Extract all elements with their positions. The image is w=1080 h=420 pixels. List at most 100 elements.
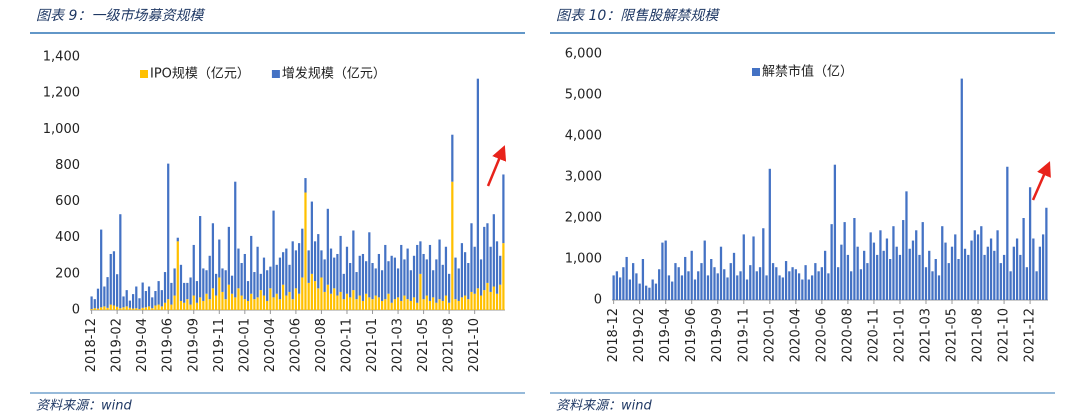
bar	[999, 263, 1002, 300]
bar	[797, 273, 801, 300]
bar	[889, 259, 892, 300]
bar	[403, 295, 406, 310]
bar	[214, 295, 218, 310]
y-tick-label: 4,000	[565, 129, 602, 144]
bar	[827, 273, 830, 300]
bar	[230, 293, 234, 310]
bar	[804, 265, 807, 300]
bar	[416, 244, 419, 303]
bar	[986, 246, 989, 300]
bar	[189, 304, 192, 310]
bar	[170, 282, 173, 305]
bar	[227, 226, 230, 285]
bar	[739, 271, 742, 300]
bar	[476, 78, 479, 289]
bar	[272, 297, 275, 310]
bar	[460, 243, 464, 298]
x-tick-label: 2019-09	[710, 308, 725, 362]
bar	[275, 293, 278, 310]
bar	[622, 267, 625, 300]
bar	[205, 293, 208, 310]
legend-label: 解禁市值（亿）	[762, 64, 853, 80]
bar	[412, 297, 416, 310]
bar	[775, 267, 778, 300]
bar	[963, 248, 967, 300]
bar	[211, 223, 215, 289]
bar	[967, 254, 970, 300]
bar	[983, 254, 986, 300]
bar	[93, 308, 96, 310]
bar	[285, 248, 288, 296]
bar	[690, 250, 693, 300]
bar	[866, 263, 869, 300]
bar	[476, 288, 479, 310]
bar	[355, 272, 358, 300]
bar	[810, 275, 814, 300]
bar	[243, 253, 246, 300]
bar	[100, 229, 103, 308]
bar	[470, 223, 473, 292]
bar	[406, 299, 409, 310]
bar	[814, 263, 817, 300]
bar	[371, 263, 374, 300]
bar	[282, 252, 285, 285]
bar	[664, 240, 667, 300]
bar	[1025, 267, 1028, 300]
bar	[473, 293, 476, 310]
bar	[333, 257, 336, 289]
y-tick-label: 3,000	[565, 170, 602, 185]
bar	[403, 259, 406, 296]
bar	[931, 271, 934, 300]
bar	[103, 306, 106, 310]
bar	[492, 286, 495, 310]
bar	[425, 259, 428, 296]
bar	[294, 250, 298, 289]
chart-title: 图表 9：一级市场募资规模	[36, 8, 205, 24]
bar	[752, 236, 755, 300]
bar	[710, 259, 713, 300]
bar	[131, 294, 135, 309]
bar	[109, 253, 112, 305]
bar	[205, 270, 208, 294]
bar	[768, 168, 771, 300]
bar	[208, 255, 211, 300]
bar	[240, 295, 243, 310]
bar	[170, 304, 173, 310]
bar	[183, 282, 186, 303]
bar	[502, 243, 505, 310]
bar	[648, 287, 651, 300]
bar	[973, 230, 976, 300]
x-tick-label: 2019-11	[212, 318, 227, 372]
y-tick-label: 1,000	[43, 122, 80, 137]
x-tick-label: 2020-04	[263, 318, 278, 372]
bar	[957, 259, 960, 300]
bar	[435, 302, 438, 310]
bar	[301, 277, 304, 310]
bar	[128, 307, 132, 310]
x-tick-label: 2021-01	[365, 318, 380, 372]
bar	[380, 300, 384, 310]
trend-arrow	[486, 145, 507, 187]
bar	[463, 252, 467, 296]
bar	[729, 263, 732, 300]
bar	[463, 295, 467, 310]
bar	[454, 299, 457, 310]
bar	[618, 277, 622, 300]
x-tick-label: 2021-05	[945, 308, 960, 362]
bar	[135, 286, 138, 309]
bar	[719, 246, 723, 300]
bar	[112, 251, 116, 306]
bar	[291, 241, 294, 300]
x-tick-label: 2019-06	[684, 308, 699, 362]
bar	[918, 254, 921, 300]
bar	[125, 290, 128, 307]
bar	[173, 268, 176, 296]
bar	[285, 295, 288, 310]
bar	[147, 306, 151, 310]
bar	[628, 279, 632, 300]
bar	[872, 242, 876, 300]
bar	[160, 306, 163, 310]
bar	[1035, 271, 1038, 300]
bar	[125, 306, 128, 310]
bar	[1045, 207, 1048, 300]
